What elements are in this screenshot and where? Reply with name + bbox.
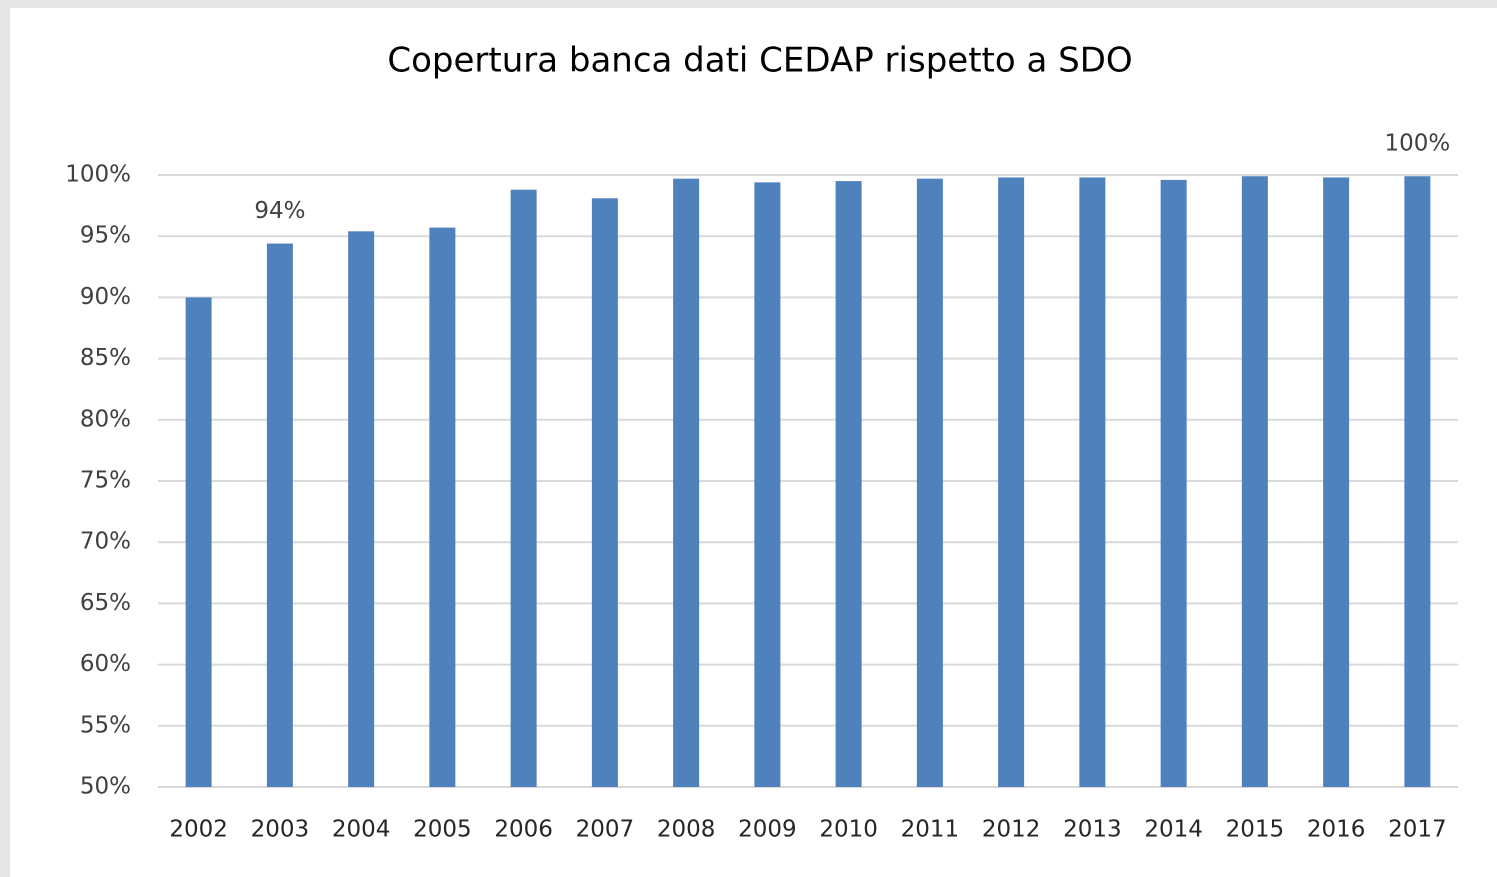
x-tick-label: 2008 [657,817,716,843]
bar [1404,176,1431,787]
bar [916,178,943,787]
bar [429,227,456,787]
bar [266,243,293,787]
bar [998,177,1025,787]
y-tick-label: 65% [80,590,131,616]
bar [673,178,700,787]
y-tick-label: 85% [80,345,131,371]
bar [1160,179,1187,787]
y-tick-label: 80% [80,406,131,432]
x-tick-label: 2007 [576,817,635,843]
y-tick-label: 60% [80,651,131,677]
y-tick-label: 95% [80,223,131,249]
x-tick-label: 2009 [738,817,797,843]
data-label: 94% [254,198,305,224]
bar [835,181,862,787]
bar [754,182,781,787]
chart-title: Copertura banca dati CEDAP rispetto a SD… [387,41,1132,81]
y-tick-label: 75% [80,468,131,494]
x-tick-label: 2003 [251,817,310,843]
bar [185,297,212,787]
bar [591,198,618,788]
x-tick-label: 2014 [1144,817,1203,843]
x-tick-label: 2017 [1388,817,1447,843]
bar [1079,177,1106,787]
x-tick-label: 2012 [982,817,1041,843]
bar [510,189,537,788]
x-tick-label: 2002 [169,817,228,843]
bar [1241,176,1268,787]
y-tick-label: 50% [80,774,131,800]
bar [1323,177,1350,787]
x-tick-label: 2015 [1226,817,1285,843]
bar [348,231,375,787]
y-tick-label: 55% [80,712,131,738]
y-tick-label: 100% [65,162,131,188]
x-tick-label: 2016 [1307,817,1366,843]
chart-area [10,8,1497,877]
data-label: 100% [1384,131,1450,157]
y-tick-label: 90% [80,284,131,310]
x-tick-label: 2010 [819,817,878,843]
x-tick-label: 2006 [494,817,553,843]
x-tick-label: 2013 [1063,817,1122,843]
x-tick-label: 2005 [413,817,472,843]
y-tick-label: 70% [80,529,131,555]
x-tick-label: 2004 [332,817,391,843]
x-tick-label: 2011 [901,817,960,843]
